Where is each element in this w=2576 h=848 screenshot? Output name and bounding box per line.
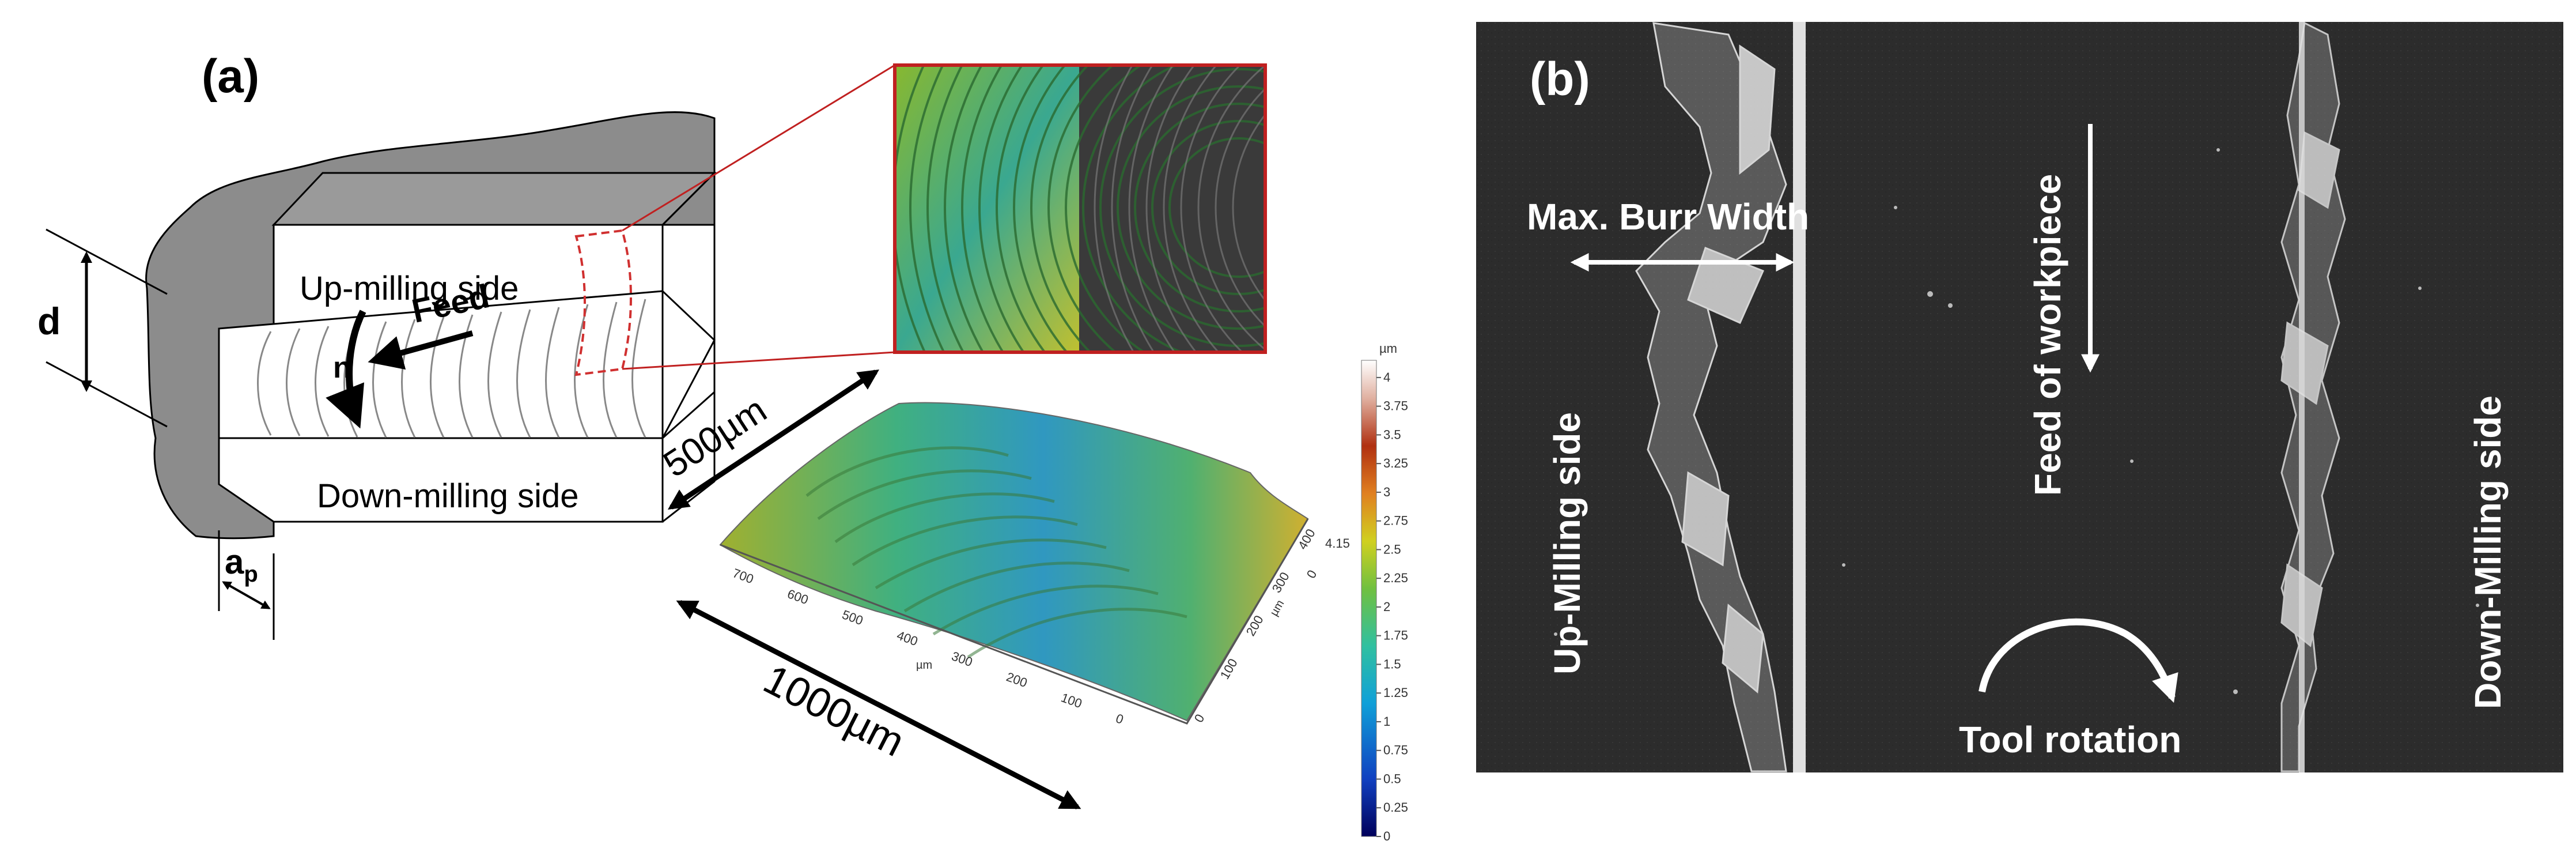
rotation-arrow [326, 310, 366, 429]
colorbar-tick-label: 3.5 [1383, 427, 1401, 442]
x-tick-300: 300 [950, 649, 974, 669]
x-tick-500: 500 [840, 607, 865, 628]
x-tick-700: 700 [731, 566, 755, 586]
z-tick-max: 4.15 [1325, 536, 1350, 551]
panel-a: (a) U [37, 50, 1408, 843]
y-tick-0: 0 [1191, 711, 1208, 725]
up-milling-side-label-b: Up-Milling side [1546, 412, 1588, 674]
x-unit: µm [916, 659, 932, 672]
colorbar-tick-label: 1 [1383, 714, 1390, 729]
d-label: d [37, 300, 60, 342]
colorbar-tick-label: 0 [1383, 829, 1390, 843]
colorbar-tick-label: 2.5 [1383, 542, 1401, 556]
x-tick-200: 200 [1004, 669, 1029, 690]
colorbar-tick-label: 2.75 [1383, 514, 1408, 528]
x-tick-600: 600 [785, 586, 810, 607]
tool-rotation-arrow [1979, 618, 2178, 703]
colorbar-tick-label: 3.75 [1383, 399, 1408, 413]
ap-label: ap [225, 542, 258, 587]
up-milling-edge [1793, 22, 1806, 772]
inspection-box [574, 229, 632, 376]
ap-dimension [222, 581, 271, 609]
x-tick-100: 100 [1059, 690, 1084, 711]
colorbar-tick-label: 0.25 [1383, 800, 1408, 815]
down-milling-edge [2299, 22, 2305, 772]
feed-arrow [368, 330, 474, 370]
sem-image [1476, 22, 2563, 772]
x-tick-400: 400 [895, 628, 920, 649]
colorbar-tick-label: 0.75 [1383, 743, 1408, 757]
colorbar-tick-label: 1.75 [1383, 628, 1408, 643]
colorbar-tick-label: 1.5 [1383, 657, 1401, 671]
feed-of-workpiece-label: Feed of workpiece [2027, 174, 2068, 496]
colorbar-tick-label: 1.25 [1383, 685, 1408, 700]
down-milling-burr [2280, 21, 2346, 772]
colorbar-tick-label: 2.25 [1383, 571, 1408, 585]
zoomed-micrograph [895, 65, 1265, 352]
down-milling-side-label: Down-milling side [317, 477, 578, 515]
max-burr-width-label: Max. Burr Width [1527, 196, 1809, 238]
n-label: n [333, 351, 351, 385]
sem-specks [1554, 148, 2479, 694]
x-tick-0: 0 [1114, 711, 1125, 727]
colorbar-tick-label: 3 [1383, 485, 1390, 499]
colorbar-tick-label: 4 [1383, 370, 1390, 385]
panel-a-label: (a) [202, 50, 259, 103]
top-face [271, 172, 717, 226]
colorbar-unit: µm [1379, 341, 1397, 356]
tool-rotation-label: Tool rotation [1959, 719, 2181, 760]
y-unit: µm [1268, 598, 1287, 618]
colorbar: µm 4 3.75 3.5 3.25 3 2.75 2.5 2.25 2 1.75 1.5 1.25 1… [1361, 341, 1408, 843]
dim-1000-arrow [676, 600, 1081, 810]
colorbar-tick-label: 2 [1383, 600, 1390, 614]
panel-b: (b) Max. Burr Width Feed of workpiece Up… [1476, 21, 2563, 772]
colorbar-tick-label: 0.5 [1383, 771, 1401, 786]
panel-b-label: (b) [1530, 53, 1590, 105]
colorbar-gradient [1361, 360, 1377, 837]
down-milling-side-label-b: Down-Milling side [2467, 395, 2509, 709]
up-milling-side-label: Up-milling side [300, 270, 519, 307]
colorbar-tick-label: 3.25 [1383, 456, 1408, 470]
z-tick-min: 0 [1304, 567, 1320, 581]
dim-500-arrow [667, 370, 880, 510]
zoom-frame [893, 63, 1267, 354]
